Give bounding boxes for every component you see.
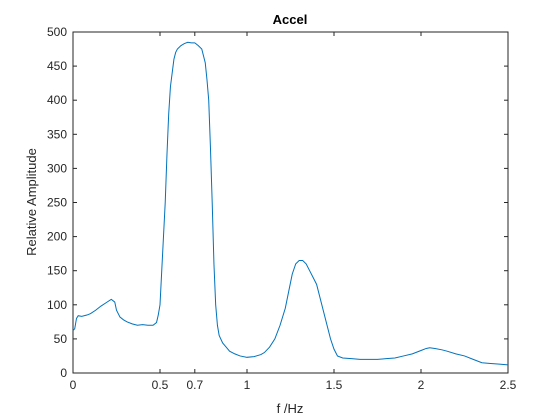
y-tick-label: 400 bbox=[47, 93, 67, 107]
y-tick-label: 100 bbox=[47, 298, 67, 312]
axis-ticks bbox=[72, 31, 509, 374]
y-tick-label: 450 bbox=[47, 59, 67, 73]
series-line bbox=[72, 41, 509, 366]
x-tick-label: 1 bbox=[244, 378, 251, 392]
x-tick-label: 2 bbox=[418, 378, 425, 392]
y-axis-label: Relative Amplitude bbox=[24, 148, 39, 256]
y-tick-label: 250 bbox=[47, 196, 67, 210]
y-tick-label: 300 bbox=[47, 161, 67, 175]
x-tick-label: 1.5 bbox=[326, 378, 343, 392]
x-tick-label: 2.5 bbox=[500, 378, 517, 392]
y-tick-label: 350 bbox=[47, 127, 67, 141]
chart-title: Accel bbox=[273, 12, 308, 27]
y-tick-label: 0 bbox=[60, 366, 67, 380]
plot-area bbox=[72, 31, 509, 374]
y-tick-label: 500 bbox=[47, 25, 67, 39]
y-tick-label: 50 bbox=[54, 332, 68, 346]
x-axis-label: f /Hz bbox=[277, 401, 304, 416]
x-tick-label: 0 bbox=[70, 378, 77, 392]
x-tick-label: 0.7 bbox=[186, 378, 203, 392]
y-tick-label: 150 bbox=[47, 264, 67, 278]
y-tick-label: 200 bbox=[47, 230, 67, 244]
axis-tick-labels: 0 0.5 0.7 1 1.5 2 2.5 0 50 100 150 200 250 300 350 400 4… bbox=[47, 25, 517, 392]
x-tick-label: 0.5 bbox=[152, 378, 169, 392]
